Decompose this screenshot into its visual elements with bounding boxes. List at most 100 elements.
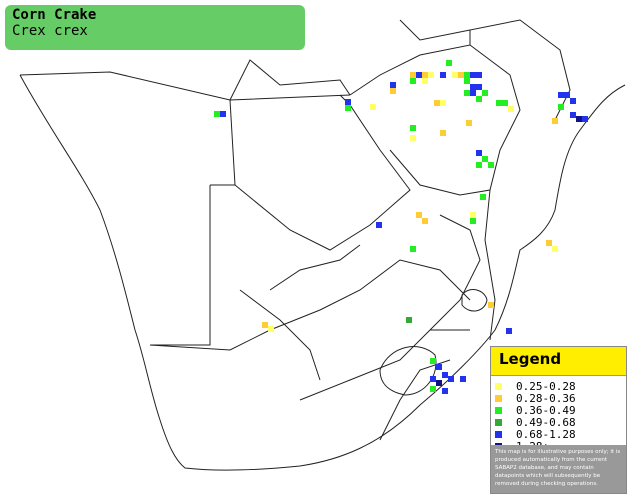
grid-cell [410, 135, 416, 141]
grid-cell [508, 106, 514, 112]
grid-cell [506, 328, 512, 334]
grid-cell [470, 84, 476, 90]
legend: Legend 0.25-0.28 0.28-0.36 0.36-0.49 0.49-0… [490, 346, 627, 494]
legend-label: 0.28-0.36 [516, 391, 576, 405]
grid-cell [416, 72, 422, 78]
eswatini-border [461, 289, 488, 312]
legend-swatch [495, 406, 502, 414]
grid-cell [370, 104, 376, 110]
grid-cell [410, 72, 416, 78]
legend-item: 0.49-0.68 [495, 415, 626, 429]
grid-cell [476, 162, 482, 168]
grid-cell [470, 72, 476, 78]
mozambique-border [469, 19, 571, 341]
namibia-border [19, 71, 351, 346]
grid-cell [440, 72, 446, 78]
grid-cell [220, 111, 226, 117]
title: Corn Crake [12, 7, 97, 23]
grid-cell [558, 104, 564, 110]
sa-provinces [149, 214, 481, 441]
grid-cell [422, 72, 428, 78]
grid-cell [214, 111, 220, 117]
grid-cell [476, 96, 482, 102]
grid-cell [464, 90, 470, 96]
grid-cell [422, 218, 428, 224]
legend-swatch [495, 382, 502, 390]
title-box: Corn Crake Crex crex [5, 5, 305, 50]
grid-cell [440, 100, 446, 106]
grid-cell [428, 72, 434, 78]
grid-cell [546, 240, 552, 246]
grid-cell [564, 92, 570, 98]
grid-cell [464, 72, 470, 78]
grid-cell [476, 72, 482, 78]
grid-cell [576, 116, 582, 122]
grid-cell [460, 376, 466, 382]
grid-cell [434, 100, 440, 106]
grid-cell [558, 92, 564, 98]
grid-cell [410, 125, 416, 131]
grid-cell [496, 100, 502, 106]
grid-cell [410, 246, 416, 252]
legend-item: 0.25-0.28 [495, 379, 626, 393]
grid-cell [436, 364, 442, 370]
grid-cell [482, 156, 488, 162]
grid-cell [448, 376, 454, 382]
legend-title: Legend [491, 347, 626, 376]
legend-item: 0.28-0.36 [495, 391, 626, 405]
grid-cell [446, 60, 452, 66]
grid-cell [345, 105, 351, 111]
grid-cell [488, 162, 494, 168]
grid-cell [480, 194, 486, 200]
grid-cell [345, 99, 351, 105]
legend-label: 0.49-0.68 [516, 415, 576, 429]
grid-cell [552, 246, 558, 252]
grid-cell [436, 380, 442, 386]
grid-cell [488, 302, 494, 308]
grid-cell [390, 88, 396, 94]
grid-cell [262, 322, 268, 328]
subtitle: Crex crex [12, 23, 88, 39]
grid-cell [458, 72, 464, 78]
grid-cell [390, 82, 396, 88]
legend-label: 0.36-0.49 [516, 403, 576, 417]
legend-item: 0.68-1.28 [495, 427, 626, 441]
grid-cell [476, 84, 482, 90]
grid-cell [268, 326, 274, 332]
zimbabwe-border [349, 44, 521, 196]
grid-cell [470, 212, 476, 218]
grid-cell [442, 388, 448, 394]
disclaimer: This map is for illustrative purposes on… [491, 445, 626, 493]
botswana-border [234, 94, 411, 291]
grid-cell [570, 98, 576, 104]
grid-cell [482, 90, 488, 96]
grid-cell [502, 100, 508, 106]
angola-zambia [229, 19, 471, 101]
grid-cell [464, 78, 470, 84]
grid-cell [442, 372, 448, 378]
grid-cell [476, 150, 482, 156]
grid-cell [416, 212, 422, 218]
legend-label: 0.68-1.28 [516, 427, 576, 441]
legend-swatch [495, 430, 502, 438]
grid-cell [466, 120, 472, 126]
legend-swatch [495, 394, 502, 402]
coastline [19, 74, 626, 471]
grid-cell [470, 218, 476, 224]
grid-cell [470, 90, 476, 96]
grid-cell [422, 78, 428, 84]
grid-cell [582, 116, 588, 122]
grid-cell [406, 317, 412, 323]
grid-cell [570, 112, 576, 118]
grid-cell [410, 78, 416, 84]
grid-cell [376, 222, 382, 228]
legend-swatch [495, 418, 502, 426]
grid-cell [440, 130, 446, 136]
legend-label: 0.25-0.28 [516, 379, 576, 393]
grid-cell [430, 376, 436, 382]
grid-cell [552, 118, 558, 124]
grid-cell [430, 358, 436, 364]
legend-item: 0.36-0.49 [495, 403, 626, 417]
